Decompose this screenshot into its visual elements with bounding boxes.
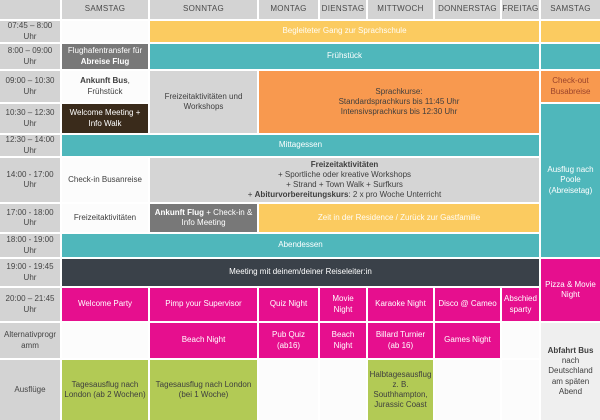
empty-cell-samstag-0745 [62,21,148,42]
cell-london-1-woche: Tagesausflug nach London (bei 1 Woche) [150,360,257,420]
empty-cell-montag-ausfluege [259,360,318,420]
time-label-1700: 17:00 - 18:00 Uhr [0,204,60,232]
time-label-1900: 19:00 - 19:45 Uhr [0,259,60,286]
empty-cell-freitag-ausfluege [502,360,539,420]
cell-games-night: Games Night [435,323,500,358]
cell-checkout-busabreise: Check-out Busabreise [541,71,600,102]
time-label-1230: 12:30 – 14:00 Uhr [0,135,60,156]
cell-welcome-party: Welcome Party [62,288,148,321]
day-header-mittwoch: MITTWOCH [368,0,433,19]
day-header-samstag-2: SAMSTAG [541,0,600,19]
header-corner [0,0,60,19]
cell-flughafentransfer: Flughafentransfer für Abreise Flug [62,44,148,69]
cell-disco-cameo: Disco @ Cameo [435,288,500,321]
time-label-1800: 18:00 - 19:00 Uhr [0,234,60,257]
time-label-1030: 10:30 – 12:30 Uhr [0,104,60,133]
day-header-sonntag: SONNTAG [150,0,257,19]
day-header-samstag-1: SAMSTAG [62,0,148,19]
row-label-ausfluege: Ausflüge [0,360,60,420]
empty-cell-donnerstag-ausfluege [435,360,500,420]
empty-cell-freitag-alternativ [502,323,539,358]
cell-ausflug-poole: Ausflug nach Poole (Abreisetag) [541,104,600,257]
cell-meeting-reiseleiter: Meeting mit deinem/deiner Reiseleiter:in [62,259,539,286]
day-header-montag: MONTAG [259,0,318,19]
cell-ankunft-flug: Ankunft Flug + Check-in & Info Meeting [150,204,257,232]
cell-pizza-movie-night: Pizza & Movie Night [541,259,600,321]
empty-cell-dienstag-ausfluege [320,360,366,420]
time-label-1400: 14:00 - 17:00 Uhr [0,158,60,202]
cell-sprachkurse: Sprachkurse: Standardsprachkurs bis 11:4… [259,71,539,133]
cell-fruehstueck: Frühstück [150,44,539,69]
cell-freizeit-workshops: Freizeitaktivitäten und Workshops [150,71,257,133]
empty-cell-samstag-alternativ [62,323,148,358]
cell-beach-night-sonntag: Beach Night [150,323,257,358]
day-header-donnerstag: DONNERSTAG [435,0,500,19]
cell-pub-quiz: Pub Quiz (ab16) [259,323,318,358]
cell-karaoke-night: Karaoke Night [368,288,433,321]
time-label-0800: 8:00 – 09:00 Uhr [0,44,60,69]
cell-halbtagesausflug: Halbtagesausflug z. B. Southhampton, Jur… [368,360,433,420]
cell-mittagessen: Mittagessen [62,135,539,156]
row-label-alternativprogramm: Alternativprogramm [0,323,60,358]
cell-welcome-meeting: Welcome Meeting + Info Walk [62,104,148,133]
day-header-dienstag: DIENSTAG [320,0,366,19]
time-label-0900: 09:00 – 10:30 Uhr [0,71,60,102]
time-label-2000: 20:00 – 21:45 Uhr [0,288,60,321]
day-header-freitag: FREITAG [502,0,539,19]
cell-billard-turnier: Billard Turnier (ab 16) [368,323,433,358]
cell-abschiedsparty: Abschiedsparty [502,288,539,321]
empty-cell-samstag2-0745 [541,21,600,42]
cell-abfahrt-bus: Abfahrt Bus nach Deutschland am späten A… [541,323,600,420]
cell-london-2-wochen: Tagesausflug nach London (ab 2 Wochen) [62,360,148,420]
cell-begleiteter-gang: Begleiteter Gang zur Sprachschule [150,21,539,42]
cell-residence: Zeit in der Residence / Zurück zur Gastf… [259,204,539,232]
cell-freizeitaktivitaeten: Freizeitaktivitäten [62,204,148,232]
cell-freizeit-block: Freizeitaktivitäten + Sportliche oder kr… [150,158,539,202]
cell-movie-night: Movie Night [320,288,366,321]
cell-quiz-night: Quiz Night [259,288,318,321]
empty-cell-samstag2-0800 [541,44,600,69]
cell-ankunft-bus: Ankunft Bus, Frühstück [62,71,148,102]
time-label-0745: 07:45 – 8:00 Uhr [0,21,60,42]
cell-beach-night-dienstag: Beach Night [320,323,366,358]
cell-abendessen: Abendessen [62,234,539,257]
cell-pimp-your-supervisor: Pimp your Supervisor [150,288,257,321]
cell-checkin-busanreise: Check-in Busanreise [62,158,148,202]
